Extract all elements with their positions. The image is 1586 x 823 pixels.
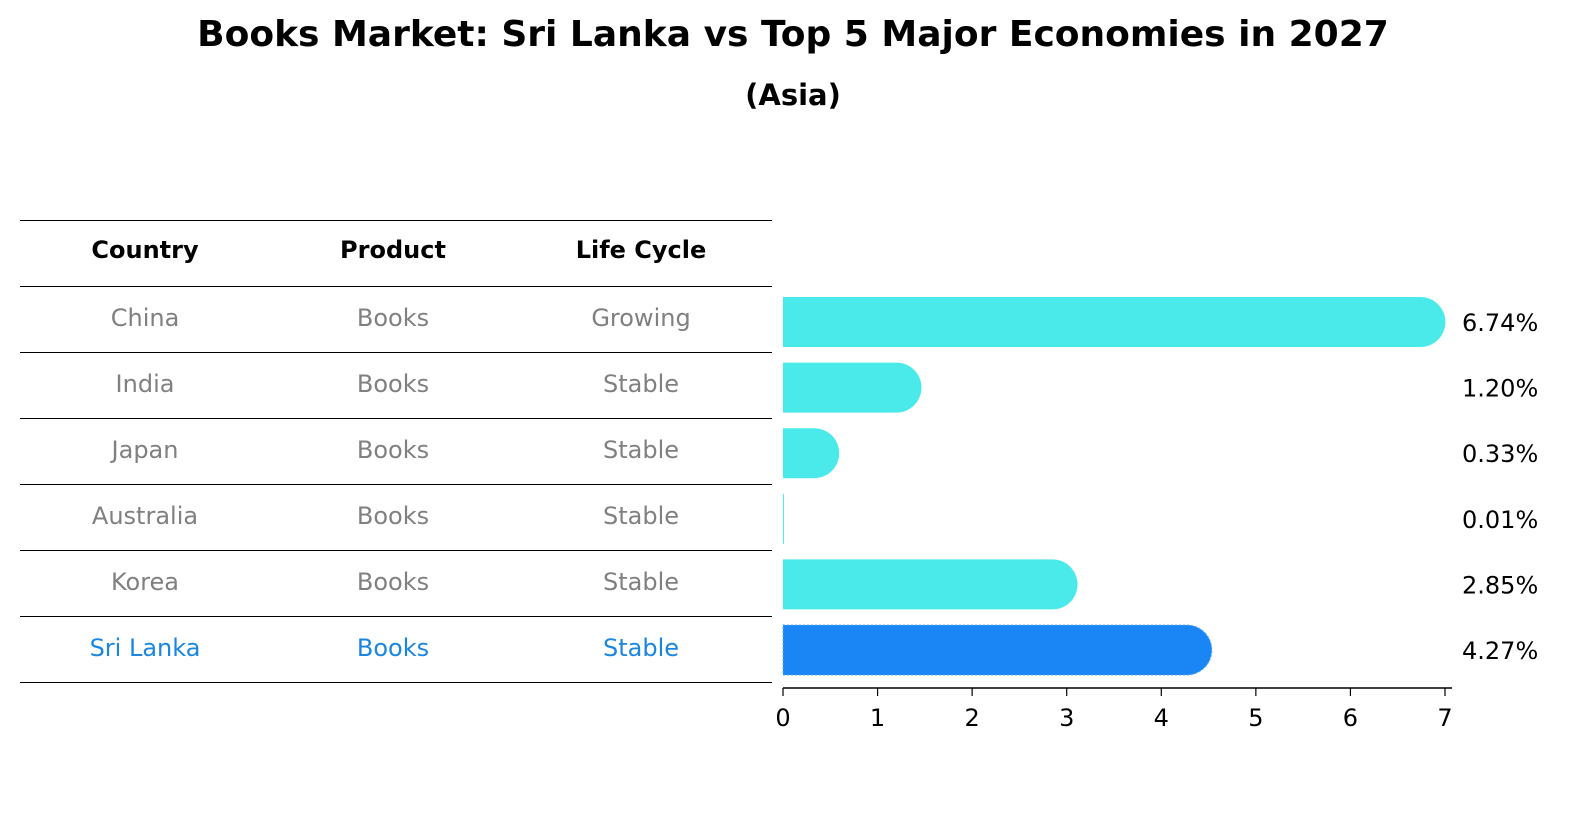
table-cell-country: India bbox=[115, 370, 175, 398]
header-life-cycle: Life Cycle bbox=[575, 236, 707, 264]
bar-china bbox=[783, 297, 1446, 347]
x-tick-label: 1 bbox=[870, 704, 885, 732]
header-product: Product bbox=[340, 236, 446, 264]
value-label: 0.33% bbox=[1462, 440, 1538, 468]
row-rule bbox=[20, 550, 772, 551]
chart-title: Books Market: Sri Lanka vs Top 5 Major E… bbox=[197, 14, 1389, 55]
table-cell-life-cycle: Stable bbox=[602, 436, 680, 464]
table-cell-product: Books bbox=[356, 370, 430, 398]
x-tick-label: 3 bbox=[1059, 704, 1074, 732]
table-cell-life-cycle: Growing bbox=[591, 304, 691, 332]
table-cell-product: Books bbox=[356, 634, 430, 662]
table-cell-life-cycle: Stable bbox=[602, 568, 680, 596]
row-rule bbox=[20, 418, 772, 419]
table-cell-product: Books bbox=[356, 568, 430, 596]
chart-subtitle: (Asia) bbox=[745, 78, 841, 112]
value-label: 6.74% bbox=[1462, 309, 1538, 337]
value-label: 0.01% bbox=[1462, 506, 1538, 534]
table-cell-product: Books bbox=[356, 502, 430, 530]
bar-korea bbox=[783, 559, 1078, 610]
x-tick-label: 2 bbox=[965, 704, 980, 732]
table-cell-life-cycle: Stable bbox=[602, 370, 680, 398]
table-cell-country: Japan bbox=[111, 436, 179, 464]
table-cell-product: Books bbox=[356, 304, 430, 332]
row-rule bbox=[20, 682, 772, 683]
value-label: 4.27% bbox=[1462, 637, 1538, 665]
x-tick-label: 0 bbox=[775, 704, 790, 732]
row-rule bbox=[20, 352, 772, 353]
bar-india bbox=[783, 362, 922, 413]
header-rule bbox=[20, 286, 772, 287]
table-cell-country: Sri Lanka bbox=[89, 634, 201, 662]
x-tick-label: 6 bbox=[1343, 704, 1358, 732]
table-cell-product: Books bbox=[356, 436, 430, 464]
bar-sri-lanka bbox=[782, 624, 1213, 676]
table-cell-country: Korea bbox=[110, 568, 180, 596]
bar-japan bbox=[783, 428, 840, 479]
x-tick-label: 7 bbox=[1437, 704, 1452, 732]
value-label: 1.20% bbox=[1462, 375, 1538, 403]
bar-australia bbox=[783, 493, 784, 544]
table-cell-life-cycle: Stable bbox=[602, 634, 680, 662]
table-top-rule bbox=[20, 220, 772, 221]
header-country: Country bbox=[91, 236, 199, 264]
row-rule bbox=[20, 484, 772, 485]
table-cell-country: China bbox=[110, 304, 180, 332]
row-rule bbox=[20, 616, 772, 617]
x-tick-label: 4 bbox=[1154, 704, 1169, 732]
table-cell-country: Australia bbox=[91, 502, 199, 530]
value-label: 2.85% bbox=[1462, 571, 1538, 599]
x-tick-label: 5 bbox=[1248, 704, 1263, 732]
table-cell-life-cycle: Stable bbox=[602, 502, 680, 530]
